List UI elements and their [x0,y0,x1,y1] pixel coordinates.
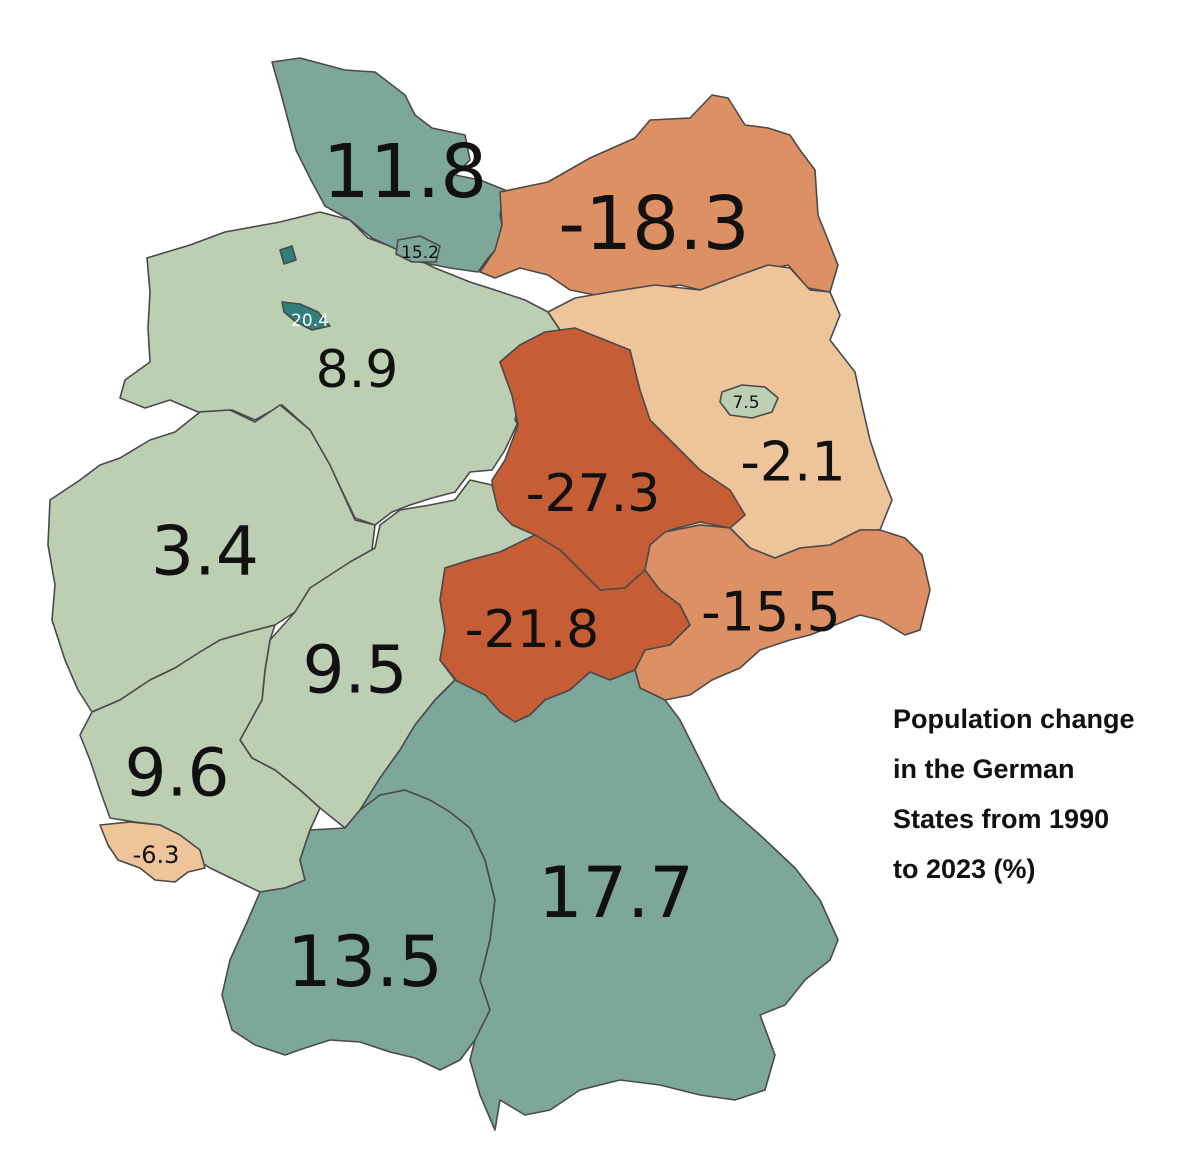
value-label-nordrhein-westfalen: 3.4 [151,513,259,592]
state-saarland[interactable] [99,821,206,883]
value-label-schleswig-holstein: 11.8 [323,129,488,215]
value-label-berlin: 7.5 [732,393,759,413]
value-label-bremen: 20.4 [291,311,329,331]
map-caption: Population change in the German States f… [893,694,1193,894]
value-label-bayern: 17.7 [538,852,694,934]
value-label-saarland: -6.3 [133,841,180,869]
value-label-sachsen-anhalt: -27.3 [526,464,661,524]
value-label-thueringen: -21.8 [465,600,600,660]
caption-line: Population change [893,704,1135,734]
value-label-hessen: 9.5 [303,632,408,709]
state-sachsen[interactable] [634,524,931,701]
caption-line: States from 1990 [893,804,1110,834]
value-label-rheinland-pfalz: 9.6 [125,735,230,812]
value-label-brandenburg: -2.1 [740,431,845,494]
state-bayern[interactable] [359,669,839,1131]
state-bremen[interactable] [281,301,331,331]
caption-line: to 2023 (%) [893,854,1036,884]
value-label-hamburg: 15.2 [401,243,439,263]
state-hamburg[interactable] [395,235,441,263]
value-label-baden-wuerttemberg: 13.5 [287,921,443,1003]
state-bremerhaven[interactable] [279,245,297,265]
state-berlin[interactable] [719,384,779,419]
value-label-sachsen: -15.5 [701,581,841,644]
value-label-mecklenburg-vorpommern: -18.3 [558,181,749,267]
value-label-niedersachsen: 8.9 [316,340,399,400]
caption-line: in the German [893,754,1075,784]
state-mecklenburg-vorpommern[interactable] [479,94,839,296]
